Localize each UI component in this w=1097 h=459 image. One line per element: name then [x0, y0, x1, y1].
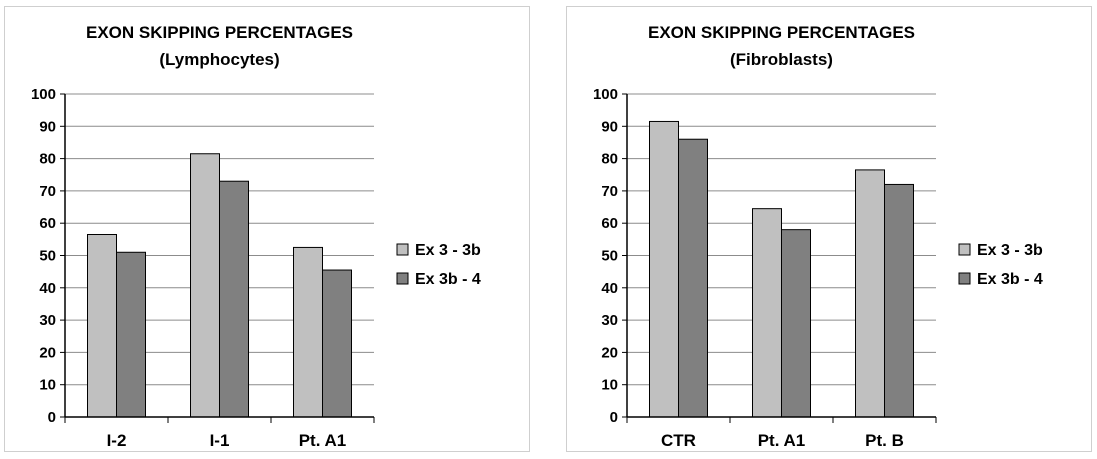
- y-tick-label: 50: [601, 248, 618, 265]
- legend-label-1: Ex 3 - 3b: [415, 242, 481, 259]
- y-tick-label: 80: [601, 151, 618, 168]
- y-tick-label: 10: [39, 377, 56, 394]
- bar-1-2: [293, 246, 323, 418]
- x-category-label: Pt. A1: [758, 431, 806, 450]
- x-category-label: I-2: [107, 431, 127, 450]
- chart-lymphocytes: EXON SKIPPING PERCENTAGES (Lymphocytes) 0 1…: [4, 6, 530, 452]
- y-tick-label: 20: [39, 344, 56, 361]
- chart-subtitle: (Fibroblasts): [730, 50, 833, 69]
- legend-swatch-2: [396, 272, 409, 285]
- y-tick-label: 0: [610, 409, 618, 426]
- chart-subtitle: (Lymphocytes): [159, 50, 279, 69]
- y-tick-label: 10: [601, 377, 618, 394]
- x-category-label: Pt. B: [865, 431, 904, 450]
- chart-title: EXON SKIPPING PERCENTAGES: [86, 23, 353, 42]
- x-category-label: Pt. A1: [299, 431, 347, 450]
- y-tick-label: 100: [593, 86, 618, 103]
- y-tick-label: 30: [601, 312, 618, 329]
- bar-2-1: [219, 180, 249, 418]
- legend-swatch-1: [396, 243, 409, 256]
- bar-2-2: [884, 183, 914, 418]
- chart-fibroblasts: EXON SKIPPING PERCENTAGES (Fibroblasts) 0 1…: [566, 6, 1092, 452]
- y-tick-label: 60: [39, 215, 56, 232]
- y-tick-label: 40: [601, 280, 618, 297]
- y-tick-label: 70: [39, 183, 56, 200]
- chart-title: EXON SKIPPING PERCENTAGES: [648, 23, 915, 42]
- bar-2-0: [678, 138, 708, 418]
- y-tick-label: 50: [39, 248, 56, 265]
- y-tick-label: 90: [601, 118, 618, 135]
- bar-1-0: [649, 120, 679, 418]
- bar-2-1: [781, 229, 811, 418]
- y-tick-label: 90: [39, 118, 56, 135]
- y-tick-label: 40: [39, 280, 56, 297]
- legend-swatch-1: [958, 243, 971, 256]
- legend-swatch-2: [958, 272, 971, 285]
- y-tick-label: 70: [601, 183, 618, 200]
- x-category-label: CTR: [661, 431, 696, 450]
- bar-1-2: [855, 169, 885, 418]
- legend-label-2: Ex 3b - 4: [977, 271, 1043, 288]
- y-tick-label: 0: [48, 409, 56, 426]
- chart-fibroblasts-svg: EXON SKIPPING PERCENTAGES (Fibroblasts) 0 1…: [593, 23, 1043, 450]
- legend-label-2: Ex 3b - 4: [415, 271, 481, 288]
- bar-1-1: [752, 208, 782, 418]
- y-tick-label: 80: [39, 151, 56, 168]
- bar-2-0: [116, 251, 146, 418]
- y-tick-label: 30: [39, 312, 56, 329]
- chart-lymphocytes-svg: EXON SKIPPING PERCENTAGES (Lymphocytes) 0 1…: [31, 23, 481, 450]
- y-tick-label: 100: [31, 86, 56, 103]
- y-tick-label: 60: [601, 215, 618, 232]
- y-tick-label: 20: [601, 344, 618, 361]
- bar-1-1: [190, 153, 220, 418]
- bar-2-2: [322, 269, 352, 418]
- legend-label-1: Ex 3 - 3b: [977, 242, 1043, 259]
- x-category-label: I-1: [210, 431, 230, 450]
- bar-1-0: [87, 234, 117, 418]
